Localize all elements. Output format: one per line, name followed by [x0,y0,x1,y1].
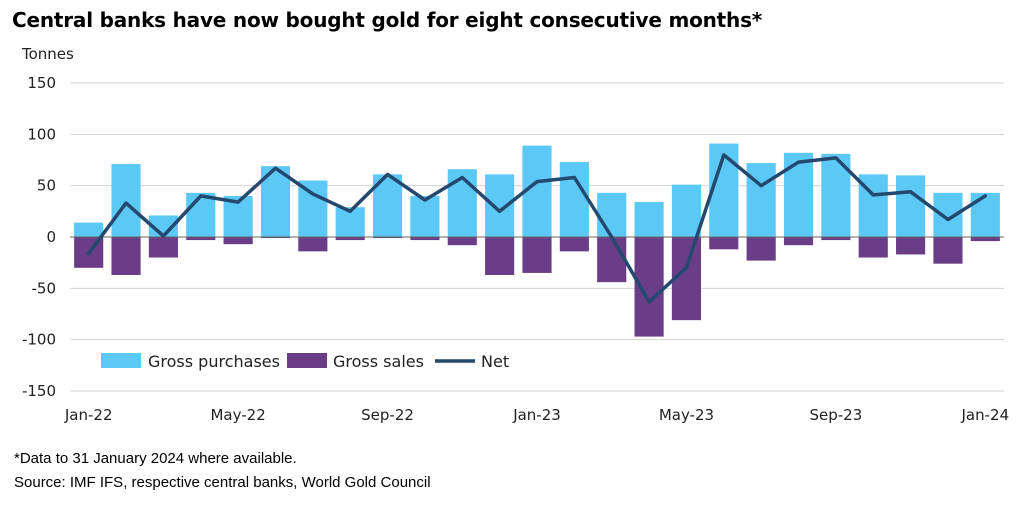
x-tick-label: May-22 [210,406,265,424]
purchase-bar [896,175,926,237]
sales-bar [111,237,141,275]
purchase-bar [186,192,216,237]
purchase-bar [597,192,627,237]
x-tick-label: Jan-23 [512,406,561,424]
sales-bar [372,237,403,239]
sales-bar [970,237,1000,242]
sales-bar [298,237,328,252]
sales-bar [783,237,814,246]
y-tick-labels: 150 100 50 0 -50 -100 -150 [22,74,56,400]
y-tick-label: 100 [27,125,56,143]
y-tick-label: 150 [27,74,56,92]
sales-bar [858,237,888,258]
source-note: Source: IMF IFS, respective central bank… [14,474,431,491]
purchase-bar [74,222,104,237]
x-tick-label: Sep-23 [809,406,862,424]
bars-layer [74,143,1000,337]
x-tick-label: Jan-22 [64,406,113,424]
y-axis-label: Tonnes [22,45,74,63]
sales-bar [709,237,739,250]
sales-bar [597,237,627,283]
legend-net-label: Net [481,352,509,371]
sales-bar [522,237,552,273]
legend: Gross purchases Gross sales Net [101,352,509,371]
sales-bar [335,237,365,241]
sales-bar [896,237,926,255]
sales-bar [821,237,851,241]
purchase-bar [111,164,141,237]
x-tick-label: May-23 [659,406,714,424]
sales-bar [746,237,776,261]
x-tick-label: Jan-24 [961,406,1010,424]
purchase-bar [447,169,477,237]
footnote: *Data to 31 January 2024 where available… [14,450,297,467]
sales-bar [260,237,291,239]
sales-bar [186,237,216,241]
net-line-layer [86,153,988,304]
y-tick-label: -150 [22,382,56,400]
purchase-bar [559,162,589,237]
y-tick-label: -100 [22,331,56,349]
purchase-bar [783,152,814,237]
purchase-bar [671,184,702,237]
sales-bar [485,237,515,275]
legend-purchases-label: Gross purchases [148,352,280,371]
sales-bar [559,237,589,252]
purchase-bar [410,195,440,237]
net-line [86,153,988,304]
y-tick-label: 50 [37,177,56,195]
purchase-bar [970,192,1000,237]
y-tick-label: -50 [32,279,57,297]
purchase-bar [746,163,776,237]
purchase-bar [634,202,664,237]
x-tick-labels: Jan-22 May-22 Sep-22 Jan-23 May-23 Sep-23 Jan-… [64,406,1009,424]
chart-title: Central banks have now bought gold for e… [12,8,763,32]
sales-bar [447,237,477,246]
sales-bar [933,237,963,264]
sales-bar [148,237,178,258]
sales-bar [223,237,253,245]
purchase-bar [298,180,328,237]
x-tick-label: Sep-22 [361,406,414,424]
legend-sales-label: Gross sales [333,352,424,371]
purchase-bar [485,174,515,237]
sales-bar [410,237,440,241]
legend-sales-swatch [287,353,327,368]
legend-purchases-swatch [101,353,141,368]
y-tick-label: 0 [46,228,56,246]
